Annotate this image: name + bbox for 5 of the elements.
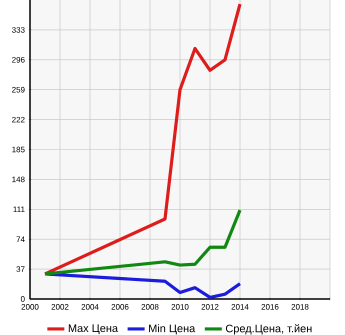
- line-series: [43, 208, 242, 276]
- legend-label: Max Цена: [68, 324, 118, 334]
- legend-label: Сред.Цена, т.йен: [226, 324, 312, 335]
- line-series: [43, 2, 242, 276]
- legend-label: Min Цена: [149, 324, 196, 334]
